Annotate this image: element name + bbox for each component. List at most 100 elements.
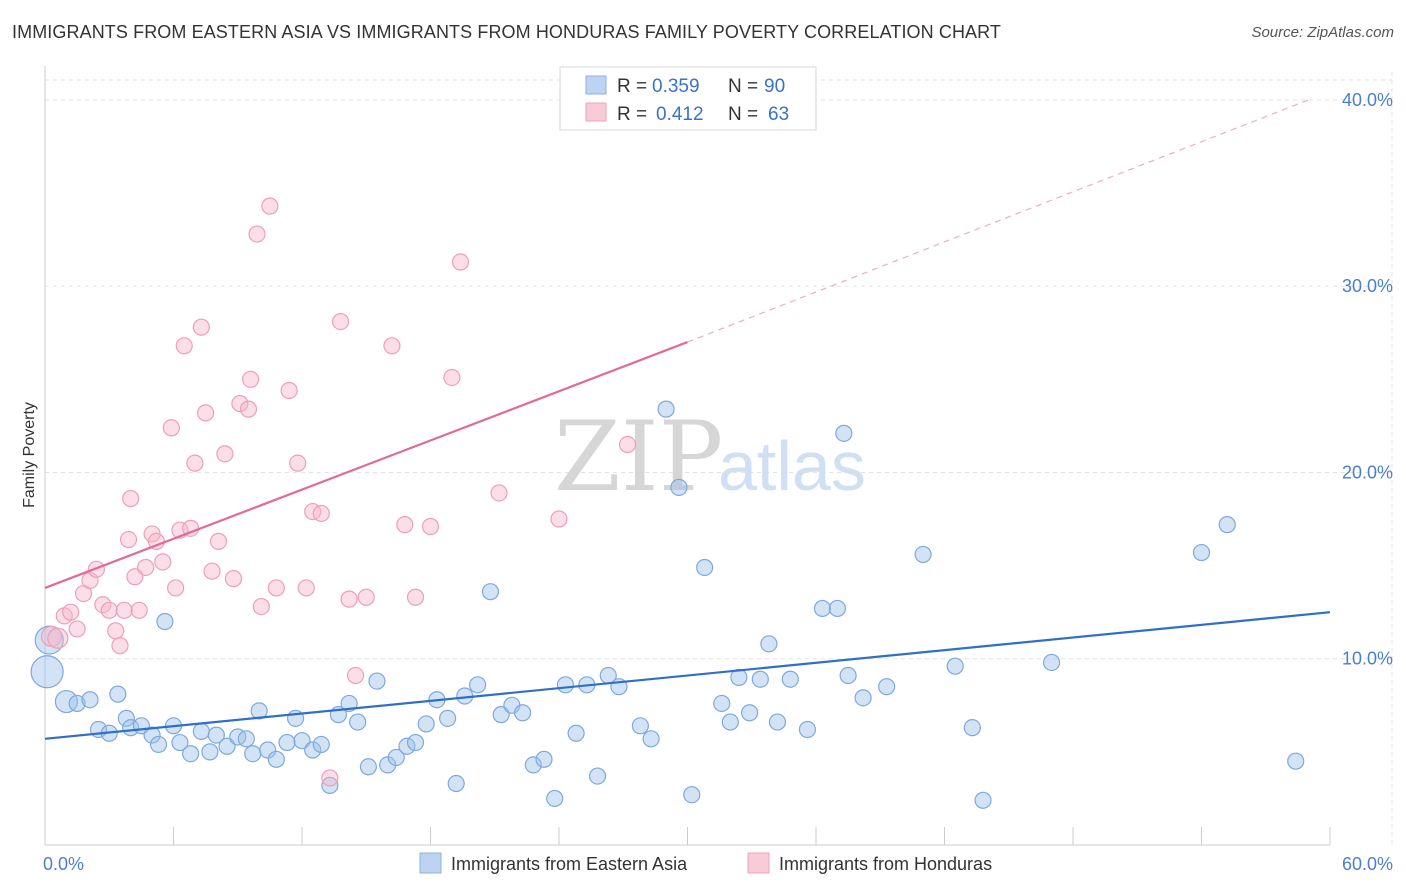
x-tick-label-1: 60.0%: [1342, 854, 1393, 874]
point-honduras-57: [550, 510, 568, 528]
point-eastern-asia-54: [546, 789, 564, 808]
point-eastern-asia-2: [54, 689, 79, 714]
legend: R = 0.359 N = 90 R = 0.412 N = 63: [559, 66, 817, 131]
point-honduras-33: [231, 394, 249, 413]
point-eastern-asia-67: [713, 694, 731, 713]
legend-r-value-1: 0.359: [652, 76, 700, 97]
point-eastern-asia-17: [192, 722, 210, 740]
point-eastern-asia-18: [201, 743, 219, 761]
point-eastern-asia-53: [535, 750, 553, 768]
legend-n-label-2: N =: [728, 104, 758, 125]
y-tick-label-3: 40.0%: [1342, 90, 1393, 110]
point-eastern-asia-35: [349, 713, 367, 731]
point-eastern-asia-37: [368, 672, 386, 690]
y-axis-label: Family Poverty: [21, 402, 38, 508]
point-eastern-asia-11: [143, 726, 161, 744]
point-eastern-asia-87: [1192, 543, 1211, 562]
point-eastern-asia-55: [556, 676, 575, 694]
point-eastern-asia-71: [751, 670, 769, 688]
point-honduras-42: [297, 579, 315, 597]
legend-r-label-2: R =: [617, 104, 647, 125]
point-honduras-45: [321, 769, 339, 787]
point-eastern-asia-16: [182, 745, 200, 763]
point-honduras-11: [111, 637, 129, 655]
point-honduras-32: [224, 570, 243, 588]
point-eastern-asia-73: [768, 713, 787, 731]
point-honduras-41: [289, 454, 307, 472]
point-eastern-asia-74: [781, 670, 799, 688]
axes: [44, 66, 1331, 846]
point-honduras-29: [203, 562, 221, 580]
point-honduras-48: [346, 666, 365, 685]
point-eastern-asia-26: [267, 750, 285, 768]
point-eastern-asia-86: [1042, 653, 1061, 672]
trend-lines: [44, 99, 1331, 740]
bottom-legend-swatch-eastern-asia: [419, 852, 442, 874]
point-honduras-35: [242, 370, 260, 388]
trend-line-honduras-extension: [687, 99, 1309, 343]
point-honduras-51: [396, 516, 414, 534]
gridlines: [45, 72, 1393, 845]
x-tick-label-0: 0.0%: [43, 854, 84, 874]
point-eastern-asia-62: [642, 730, 660, 748]
point-eastern-asia-44: [439, 709, 457, 727]
trend-line-honduras: [44, 341, 688, 589]
point-eastern-asia-82: [914, 545, 932, 564]
point-honduras-3: [62, 603, 80, 621]
point-eastern-asia-1: [30, 655, 64, 689]
point-eastern-asia-7: [109, 685, 127, 703]
point-honduras-1: [47, 627, 69, 649]
point-eastern-asia-15: [171, 733, 189, 752]
point-honduras-12: [115, 601, 133, 619]
point-eastern-asia-31: [312, 735, 330, 754]
point-honduras-13: [119, 530, 138, 549]
point-eastern-asia-84: [963, 719, 981, 737]
legend-n-label-1: N =: [728, 76, 758, 97]
point-eastern-asia-70: [741, 704, 759, 722]
point-honduras-34: [239, 400, 258, 418]
point-eastern-asia-66: [696, 558, 714, 577]
point-honduras-14: [122, 489, 140, 508]
point-honduras-58: [618, 435, 637, 454]
point-eastern-asia-76: [813, 599, 832, 618]
point-eastern-asia-39: [387, 748, 405, 767]
point-eastern-asia-77: [828, 599, 847, 618]
point-honduras-50: [383, 337, 401, 355]
point-honduras-40: [280, 381, 298, 400]
point-eastern-asia-64: [670, 478, 688, 496]
point-eastern-asia-30: [304, 741, 322, 759]
legend-r-label-1: R =: [617, 76, 647, 97]
point-honduras-22: [167, 579, 185, 597]
point-honduras-49: [357, 588, 375, 606]
point-eastern-asia-63: [657, 400, 675, 418]
point-eastern-asia-23: [244, 745, 262, 763]
point-eastern-asia-3: [68, 694, 86, 713]
point-eastern-asia-25: [259, 741, 277, 759]
point-honduras-38: [261, 197, 279, 215]
point-eastern-asia-88: [1218, 516, 1236, 534]
chart-title: IMMIGRANTS FROM EASTERN ASIA VS IMMIGRAN…: [12, 22, 1002, 42]
point-eastern-asia-79: [839, 666, 857, 685]
point-eastern-asia-27: [278, 733, 296, 752]
point-eastern-asia-36: [359, 758, 377, 776]
point-honduras-44: [312, 504, 330, 523]
legend-r-value-2: 0.412: [656, 104, 704, 125]
point-eastern-asia-48: [481, 583, 500, 601]
point-eastern-asia-22: [237, 730, 255, 748]
legend-swatch-eastern-asia: [585, 75, 607, 95]
point-honduras-39: [267, 579, 285, 597]
point-eastern-asia-45: [447, 774, 465, 793]
point-eastern-asia-42: [417, 715, 435, 733]
bottom-legend-swatch-honduras: [747, 852, 770, 874]
point-honduras-55: [451, 253, 470, 271]
bottom-legend: Immigrants from Eastern Asia Immigrants …: [419, 852, 992, 874]
bottom-legend-label-eastern-asia: Immigrants from Eastern Asia: [451, 854, 688, 874]
point-honduras-26: [186, 454, 204, 472]
point-eastern-asia-61: [631, 717, 649, 735]
point-eastern-asia-83: [946, 657, 964, 675]
point-eastern-asia-8: [117, 709, 135, 727]
y-tick-label-1: 20.0%: [1342, 462, 1393, 482]
point-honduras-46: [331, 312, 350, 331]
point-honduras-31: [216, 445, 234, 463]
point-eastern-asia-41: [406, 733, 425, 752]
